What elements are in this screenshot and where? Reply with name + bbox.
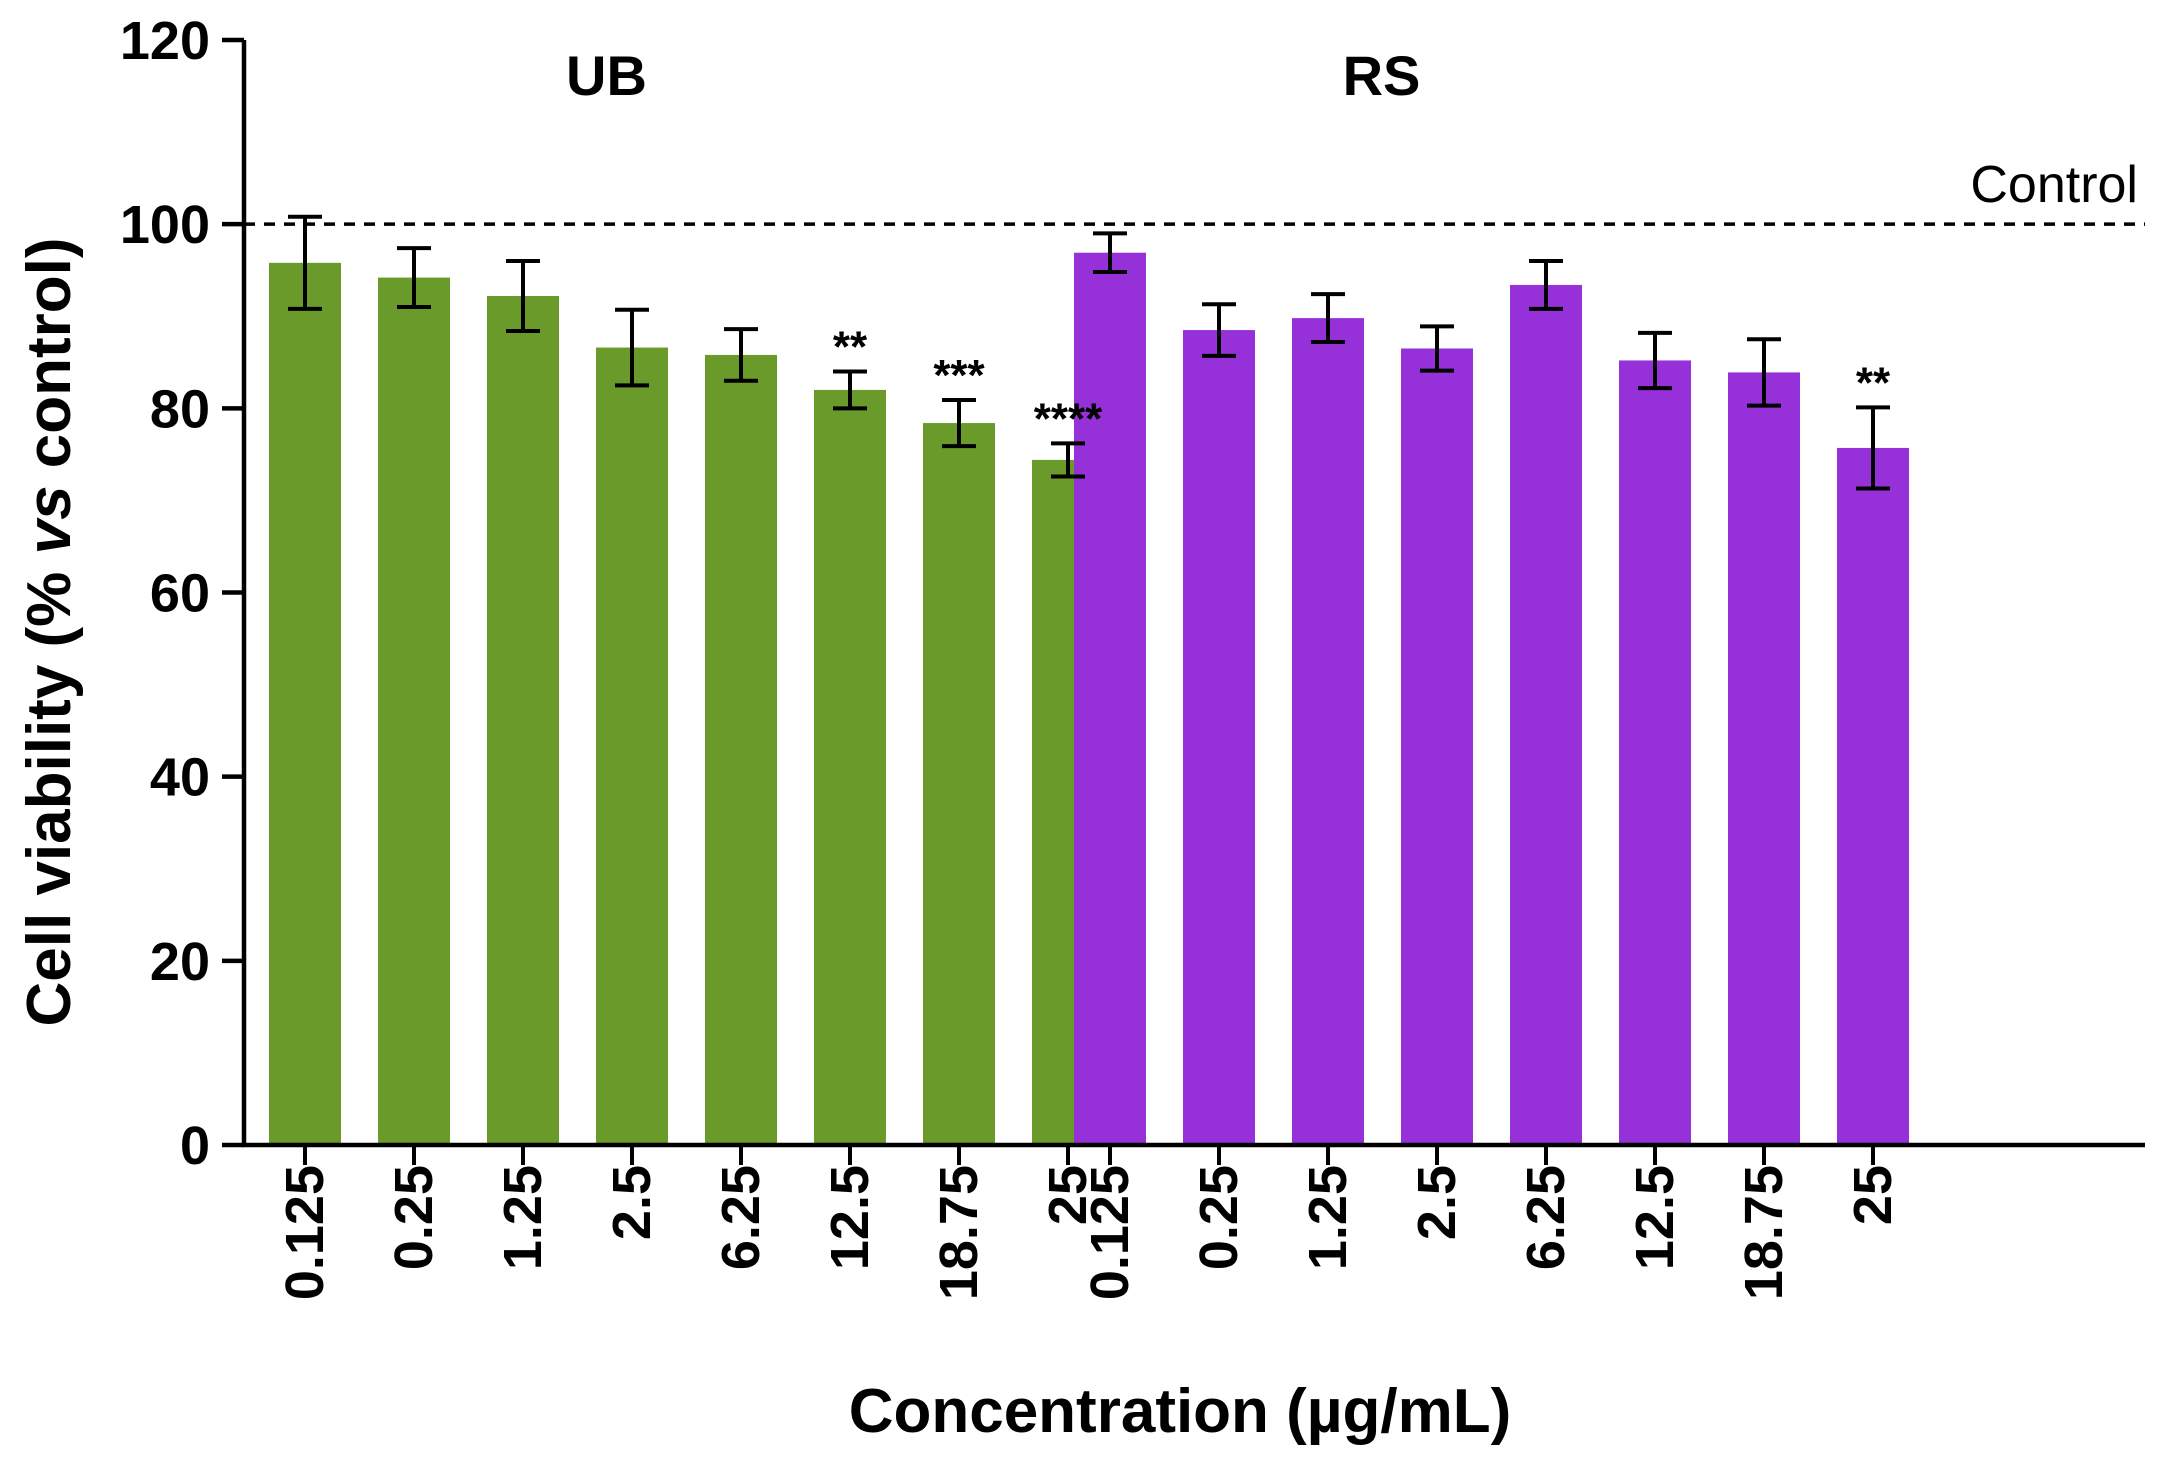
bar-rs-6.25 [1510, 284, 1582, 1146]
y-tick-label: 80 [150, 379, 210, 439]
x-tick-label: 0.25 [1189, 1165, 1249, 1270]
significance-label: ** [833, 323, 868, 372]
x-tick-label: 0.125 [275, 1165, 335, 1300]
x-tick-label: 2.5 [1407, 1165, 1467, 1240]
bar-rs-18.75 [1728, 372, 1800, 1145]
bar-ub-18.75 [923, 423, 995, 1146]
significance-label: **** [1034, 394, 1103, 443]
bar-rs-0.125 [1074, 252, 1146, 1145]
x-tick-label: 12.5 [820, 1165, 880, 1270]
x-tick-label: 6.25 [711, 1165, 771, 1270]
y-tick-label: 60 [150, 564, 210, 624]
y-axis-title-part: vs [15, 485, 84, 554]
x-tick-label: 18.75 [1734, 1165, 1794, 1300]
y-tick-label: 120 [120, 11, 210, 71]
bar-rs-0.25 [1183, 330, 1255, 1145]
x-tick-label: 18.75 [929, 1165, 989, 1300]
y-tick-label: 100 [120, 195, 210, 255]
bar-rs-1.25 [1292, 318, 1364, 1145]
significance-label: *** [933, 351, 985, 400]
x-axis-title: Concentration (µg/mL) [849, 1377, 1512, 1446]
group-label-rs: RS [1343, 44, 1421, 107]
x-tick-label: 1.25 [493, 1165, 553, 1270]
x-tick-label: 25 [1038, 1165, 1098, 1225]
x-tick-label: 0.125 [1080, 1165, 1140, 1300]
bar-rs-25 [1837, 447, 1909, 1145]
bar-rs-12.5 [1619, 360, 1691, 1145]
x-tick-label: 12.5 [1625, 1165, 1685, 1270]
y-tick-label: 0 [180, 1116, 210, 1176]
significance-label: ** [1856, 358, 1891, 407]
x-tick-label: 25 [1843, 1165, 1903, 1225]
group-label-ub: UB [566, 44, 647, 107]
y-axis-title-part: control) [15, 238, 84, 486]
y-axis-title-part: Cell viability (% [15, 554, 84, 1026]
bar-ub-6.25 [705, 354, 777, 1145]
x-tick-label: 2.5 [602, 1165, 662, 1240]
bar-ub-0.125 [269, 262, 341, 1145]
bar-ub-12.5 [814, 389, 886, 1146]
control-label: Control [1970, 156, 2138, 214]
x-tick-label: 1.25 [1298, 1165, 1358, 1270]
y-tick-label: 40 [150, 748, 210, 808]
bar-rs-2.5 [1401, 348, 1473, 1146]
x-tick-label: 0.25 [384, 1165, 444, 1270]
bar-ub-0.25 [378, 277, 450, 1145]
bar-ub-2.5 [596, 347, 668, 1145]
y-tick-label: 20 [150, 932, 210, 992]
y-axis-title: Cell viability (% vs control) [15, 238, 84, 1027]
bar-ub-1.25 [487, 295, 559, 1145]
x-tick-label: 6.25 [1516, 1165, 1576, 1270]
